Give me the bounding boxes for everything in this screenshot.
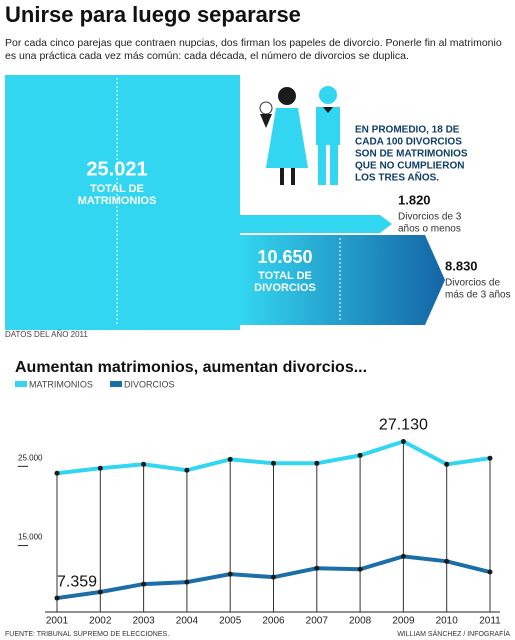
- short-arrow: [240, 215, 392, 233]
- marriage-label: TOTAL DE: [90, 183, 144, 195]
- value-label: 27.130: [379, 417, 428, 434]
- point: [97, 465, 103, 471]
- divorce-label: DIVORCIOS: [254, 282, 316, 294]
- x-tick-label: 2001: [46, 616, 69, 627]
- point: [400, 553, 406, 559]
- point: [54, 470, 60, 476]
- value-label: 7.359: [57, 573, 97, 590]
- short-label: años o menos: [398, 224, 461, 235]
- x-tick-label: 2003: [132, 616, 155, 627]
- divorce-arrow: [240, 235, 445, 325]
- chart-title: Aumentan matrimonios, aumentan divorcios…: [15, 359, 367, 376]
- legend-label: DIVORCIOS: [124, 379, 175, 389]
- point: [54, 595, 60, 601]
- point: [271, 460, 276, 466]
- point: [357, 452, 363, 458]
- subtitle: es una práctica cada vez más común: cada…: [5, 50, 409, 62]
- long-number: 8.830: [445, 258, 478, 273]
- short-number: 1.820: [398, 192, 431, 207]
- legend-swatch: [110, 381, 122, 387]
- note: QUE NO CUMPLIERON: [355, 161, 464, 172]
- short-label: Divorcios de 3: [398, 212, 462, 223]
- divorce-label: TOTAL DE: [258, 270, 312, 282]
- x-tick-label: 2008: [349, 616, 372, 627]
- point: [227, 571, 233, 577]
- x-tick-label: 2006: [262, 616, 285, 627]
- marriage-block: [5, 75, 240, 330]
- point: [227, 456, 233, 462]
- point: [314, 565, 320, 571]
- source: FUENTE: TRIBUNAL SUPREMO DE ELECCIONES.: [5, 631, 169, 638]
- couple-icon: [259, 86, 340, 185]
- x-tick-label: 2007: [306, 616, 329, 627]
- point: [314, 460, 320, 466]
- x-tick-label: 2009: [392, 616, 415, 627]
- marriage-label: MATRIMONIOS: [78, 195, 157, 207]
- legend-swatch: [15, 381, 27, 387]
- note: EN PROMEDIO, 18 DE: [355, 125, 460, 136]
- point: [444, 461, 450, 467]
- point: [97, 589, 103, 595]
- x-tick-label: 2011: [479, 616, 501, 627]
- divorce-number: 10.650: [257, 247, 312, 267]
- x-tick-label: 2010: [436, 616, 459, 627]
- point: [271, 574, 276, 580]
- y-tick-label: 15.000: [18, 533, 43, 542]
- point: [141, 461, 147, 467]
- title: Unirse para luego separarse: [5, 2, 301, 27]
- note: CADA 100 DIVORCIOS: [355, 137, 462, 148]
- point: [487, 569, 493, 575]
- point: [487, 455, 493, 461]
- y-tick-label: 25.000: [18, 453, 43, 462]
- long-label: más de 3 años: [445, 290, 511, 301]
- point: [184, 467, 190, 473]
- point: [141, 581, 147, 587]
- point: [184, 579, 190, 585]
- x-tick-label: 2004: [176, 616, 199, 627]
- x-tick-label: 2002: [89, 616, 112, 627]
- marriage-number: 25.021: [86, 158, 147, 180]
- point: [357, 566, 363, 572]
- x-tick-label: 2005: [219, 616, 242, 627]
- legend-label: MATRIMONIOS: [29, 379, 93, 389]
- note: SON DE MATRIMONIOS: [355, 149, 468, 160]
- point: [400, 438, 406, 444]
- credit: WILLIAM SÁNCHEZ / INFOGRAFÍA: [397, 629, 510, 638]
- point: [444, 558, 450, 564]
- note: LOS TRES AÑOS.: [355, 171, 439, 184]
- data-note: DATOS DEL AÑO 2011: [5, 330, 88, 339]
- long-label: Divorcios de: [445, 278, 500, 289]
- subtitle: Por cada cinco parejas que contraen nupc…: [5, 37, 502, 49]
